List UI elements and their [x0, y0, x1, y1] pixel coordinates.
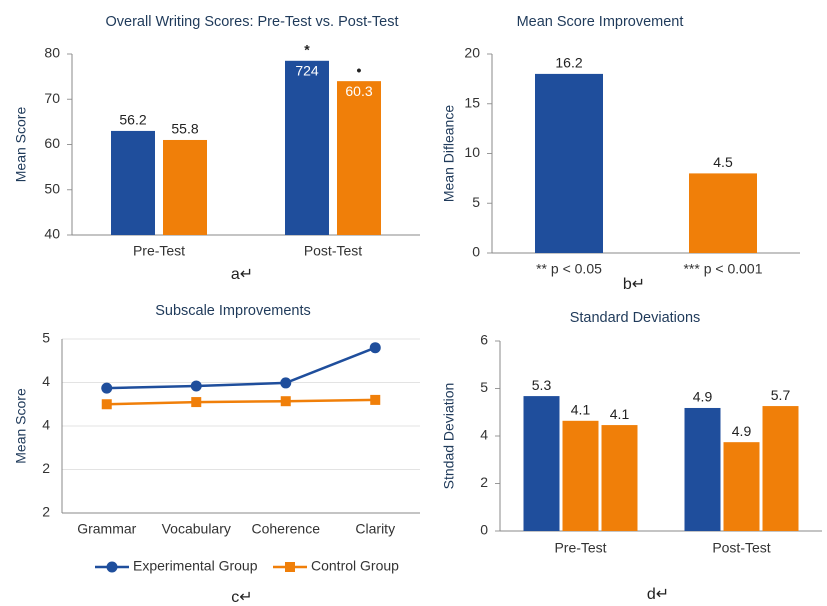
point: [280, 377, 292, 389]
y-axis-title: Mean Difleance: [441, 105, 457, 202]
x-tick-label: *** p < 0.001: [683, 261, 762, 277]
y-tick-label: 5: [480, 379, 488, 395]
x-tick-label: Pre-Test: [554, 540, 606, 556]
y-tick-label: 4: [42, 373, 50, 389]
point: [191, 397, 202, 408]
point: [369, 342, 381, 354]
y-tick-label: 6: [480, 332, 488, 348]
data-label: 56.2: [119, 112, 146, 128]
data-label: 5.3: [532, 377, 552, 393]
y-tick-label: 70: [44, 90, 60, 106]
y-tick-label: 10: [464, 144, 480, 160]
y-tick-label: 80: [44, 45, 60, 61]
y-tick-label: 2: [480, 474, 488, 490]
chart-title: Overall Writing Scores: Pre-Test vs. Pos…: [105, 14, 398, 30]
x-tick-label: Pre-Test: [133, 243, 185, 259]
caption: d↵: [647, 586, 669, 603]
bar: [337, 81, 381, 236]
point: [101, 382, 113, 394]
data-label: 55.8: [171, 121, 198, 137]
x-tick-label: Coherence: [252, 521, 321, 537]
point: [101, 399, 112, 410]
bar: [535, 73, 603, 254]
data-label: 4.5: [713, 154, 733, 170]
y-axis-title: Mean Score: [13, 388, 29, 464]
caption: c↵: [231, 589, 252, 606]
bar: [111, 130, 155, 235]
significance-note: •: [357, 62, 362, 78]
bar: [523, 396, 560, 531]
y-axis-title: Mean Score: [13, 107, 29, 183]
y-tick-label: 2: [42, 504, 50, 520]
y-tick-label: 2: [42, 460, 50, 476]
data-label: 60.3: [345, 83, 372, 99]
line: [106, 398, 376, 406]
x-tick-label: Vocabulary: [162, 521, 231, 537]
chart-title: Mean Score Improvement: [517, 14, 684, 30]
y-tick-label: 50: [44, 180, 60, 196]
y-tick-label: 60: [44, 135, 60, 151]
bar: [689, 173, 757, 253]
data-label: 4.9: [732, 423, 752, 439]
legend-marker: [106, 561, 118, 573]
line: [106, 346, 376, 390]
significance-note: *: [304, 41, 310, 57]
bar: [163, 139, 207, 235]
data-label: 5.7: [771, 387, 791, 403]
legend-label: Control Group: [311, 558, 399, 574]
bar: [285, 60, 329, 235]
bar: [762, 406, 799, 531]
y-tick-label: 0: [472, 244, 480, 260]
y-tick-label: 4: [480, 427, 488, 443]
y-tick-label: 40: [44, 226, 60, 242]
legend-marker: [285, 562, 295, 572]
data-label: 4.1: [571, 402, 591, 418]
y-tick-label: 15: [464, 94, 480, 110]
y-axis-title: Stndad Deviation: [441, 383, 457, 490]
caption: b↵: [623, 276, 645, 293]
legend-label: Experimental Group: [133, 558, 258, 574]
data-label: 724: [295, 62, 319, 78]
x-tick-label: Clarity: [355, 521, 395, 537]
bar: [601, 425, 638, 531]
point: [280, 396, 291, 407]
bar: [562, 420, 599, 531]
x-tick-label: Grammar: [77, 521, 136, 537]
y-tick-label: 5: [472, 194, 480, 210]
x-tick-label: Post-Test: [304, 243, 362, 259]
y-tick-label: 4: [42, 417, 50, 433]
y-tick-label: 5: [42, 330, 50, 346]
point: [370, 394, 381, 405]
data-label: 4.1: [610, 406, 630, 422]
bar: [684, 407, 721, 531]
chart-title: Standard Deviations: [570, 310, 701, 326]
chart-title: Subscale Improvements: [155, 303, 311, 319]
data-label: 16.2: [555, 55, 582, 71]
y-tick-label: 0: [480, 522, 488, 538]
data-label: 4.9: [693, 389, 713, 405]
bar: [723, 442, 760, 531]
point: [190, 380, 202, 392]
y-tick-label: 20: [464, 45, 480, 61]
x-tick-label: ** p < 0.05: [536, 261, 602, 277]
caption: a↵: [231, 266, 253, 283]
x-tick-label: Post-Test: [712, 540, 770, 556]
